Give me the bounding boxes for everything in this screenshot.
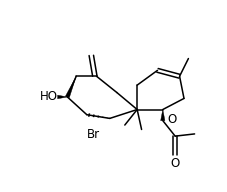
Polygon shape: [57, 95, 67, 99]
Text: HO: HO: [39, 90, 57, 103]
Text: O: O: [170, 157, 179, 170]
Polygon shape: [65, 76, 76, 98]
Text: Br: Br: [87, 128, 100, 141]
Polygon shape: [160, 109, 164, 121]
Text: O: O: [166, 113, 176, 126]
